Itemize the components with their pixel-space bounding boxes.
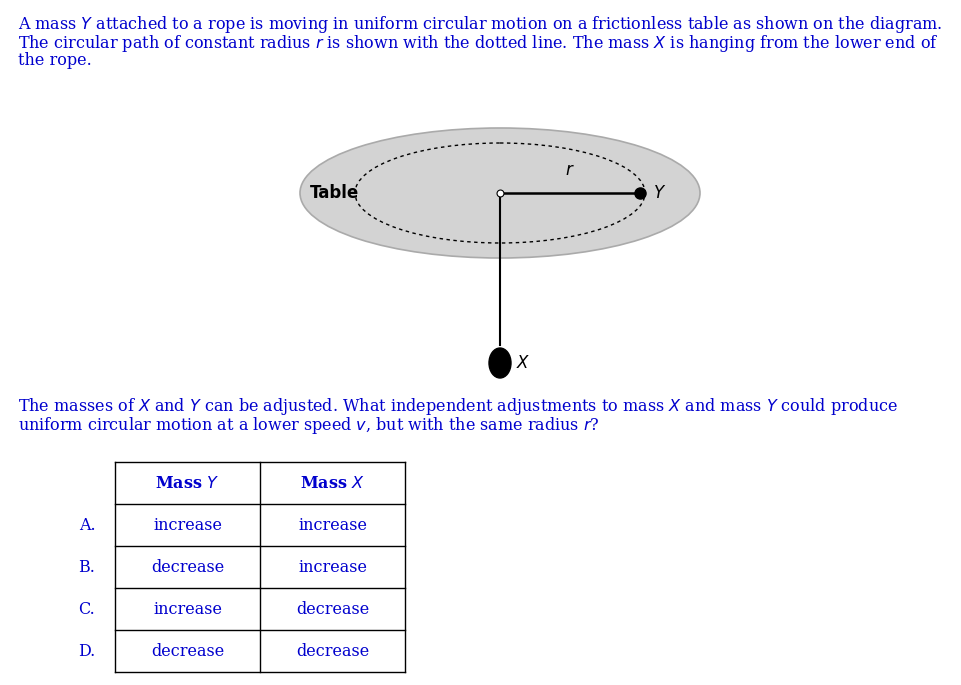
Text: A.: A. [79,516,95,534]
Text: increase: increase [153,516,222,534]
Text: The circular path of constant radius $r$ is shown with the dotted line. The mass: The circular path of constant radius $r$… [18,33,938,54]
Text: uniform circular motion at a lower speed $v$, but with the same radius $r$?: uniform circular motion at a lower speed… [18,415,599,436]
Text: D.: D. [78,643,95,660]
Text: Table: Table [309,184,358,202]
Text: the rope.: the rope. [18,52,91,69]
Text: B.: B. [79,558,95,575]
Text: decrease: decrease [296,601,369,617]
Ellipse shape [300,128,700,258]
Text: increase: increase [298,558,366,575]
Text: C.: C. [79,601,95,617]
Text: decrease: decrease [151,643,224,660]
Text: decrease: decrease [296,643,369,660]
Text: $Y$: $Y$ [653,184,666,201]
Text: $r$: $r$ [564,162,575,179]
Text: Mass $Y$: Mass $Y$ [155,475,219,492]
Text: increase: increase [153,601,222,617]
Text: $X$: $X$ [515,355,530,371]
Text: Mass $X$: Mass $X$ [300,475,364,492]
Ellipse shape [488,348,510,378]
Text: A mass $Y$ attached to a rope is moving in uniform circular motion on a friction: A mass $Y$ attached to a rope is moving … [18,14,942,35]
Text: decrease: decrease [151,558,224,575]
Text: The masses of $X$ and $Y$ can be adjusted. What independent adjustments to mass : The masses of $X$ and $Y$ can be adjuste… [18,396,897,417]
Text: increase: increase [298,516,366,534]
